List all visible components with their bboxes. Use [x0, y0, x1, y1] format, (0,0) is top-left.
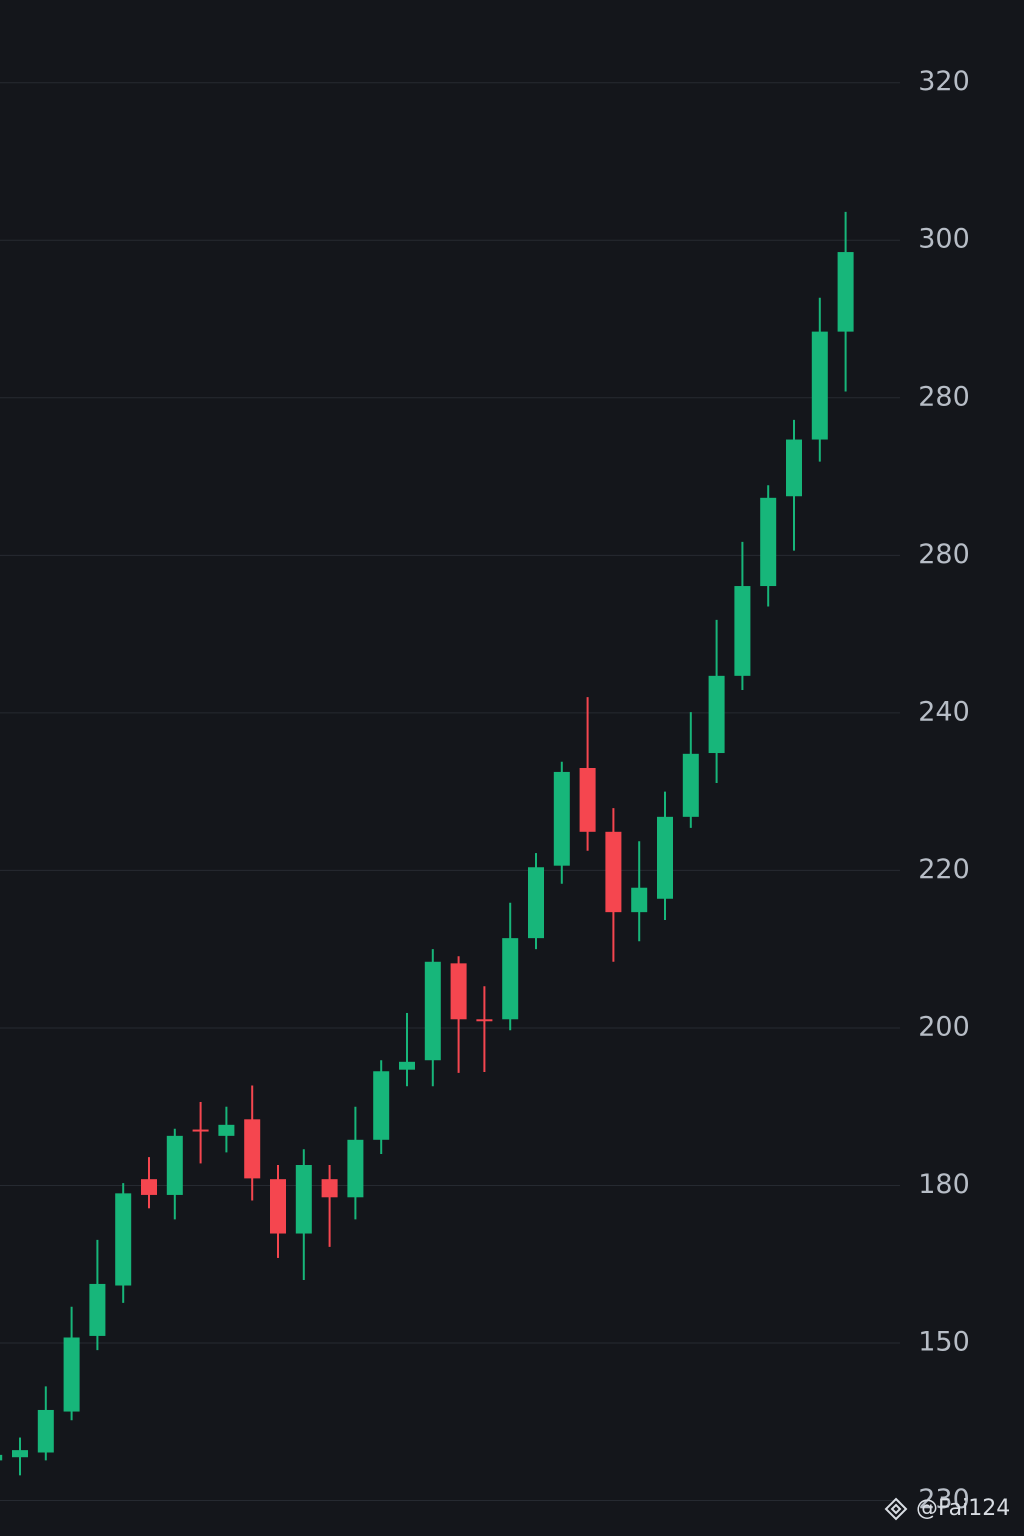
grid — [0, 82, 900, 1502]
candle-body — [321, 1179, 338, 1198]
candle-body — [63, 1337, 80, 1412]
watermark-icon — [884, 1497, 908, 1521]
candle-body — [811, 331, 828, 440]
candle-body — [682, 753, 699, 817]
candle-body — [528, 867, 544, 939]
candle-body — [837, 252, 854, 332]
y-tick-label: 240 — [918, 696, 970, 727]
y-tick-label: 300 — [918, 224, 970, 255]
candle-body — [657, 816, 673, 899]
candle-body — [89, 1283, 106, 1336]
candle-body — [141, 1179, 157, 1195]
candle-body — [37, 1409, 54, 1453]
candle-body — [760, 497, 777, 587]
candle-body — [502, 938, 519, 1020]
candle-body — [373, 1071, 390, 1140]
candle-body — [295, 1164, 312, 1234]
y-tick-label: 200 — [918, 1011, 970, 1042]
candle-body — [708, 675, 725, 754]
candle-body — [12, 1450, 28, 1458]
candle-body — [605, 831, 622, 913]
y-tick-label: 180 — [918, 1169, 970, 1200]
watermark: @Fai124 — [916, 1496, 1010, 1521]
candle-body — [424, 961, 441, 1061]
candle-body — [579, 768, 596, 832]
candle-body — [244, 1119, 261, 1179]
candle-body — [450, 963, 467, 1020]
y-tick-label: 280 — [918, 381, 970, 412]
candle-body — [399, 1061, 415, 1070]
y-axis: 320 300 280 280 240 220 200 180 150 230 — [918, 66, 970, 1515]
candle-body — [115, 1193, 132, 1286]
candles — [0, 211, 854, 1476]
y-tick-label: 220 — [918, 854, 970, 885]
y-tick-label: 320 — [918, 66, 970, 97]
y-tick-label: 280 — [918, 539, 970, 570]
y-tick-label: 150 — [918, 1327, 970, 1358]
candle-body — [553, 771, 570, 866]
y-tick-label: 230 — [918, 1484, 970, 1515]
candle-body — [270, 1179, 286, 1234]
candle-body — [476, 1019, 493, 1022]
candle-body — [166, 1135, 183, 1195]
candle-body — [218, 1124, 235, 1136]
candle-body — [786, 439, 802, 497]
candle-body — [631, 887, 648, 913]
candle-body — [192, 1129, 209, 1132]
candle-body — [734, 586, 751, 676]
candle-body — [0, 1454, 3, 1461]
candle-body — [347, 1139, 364, 1198]
